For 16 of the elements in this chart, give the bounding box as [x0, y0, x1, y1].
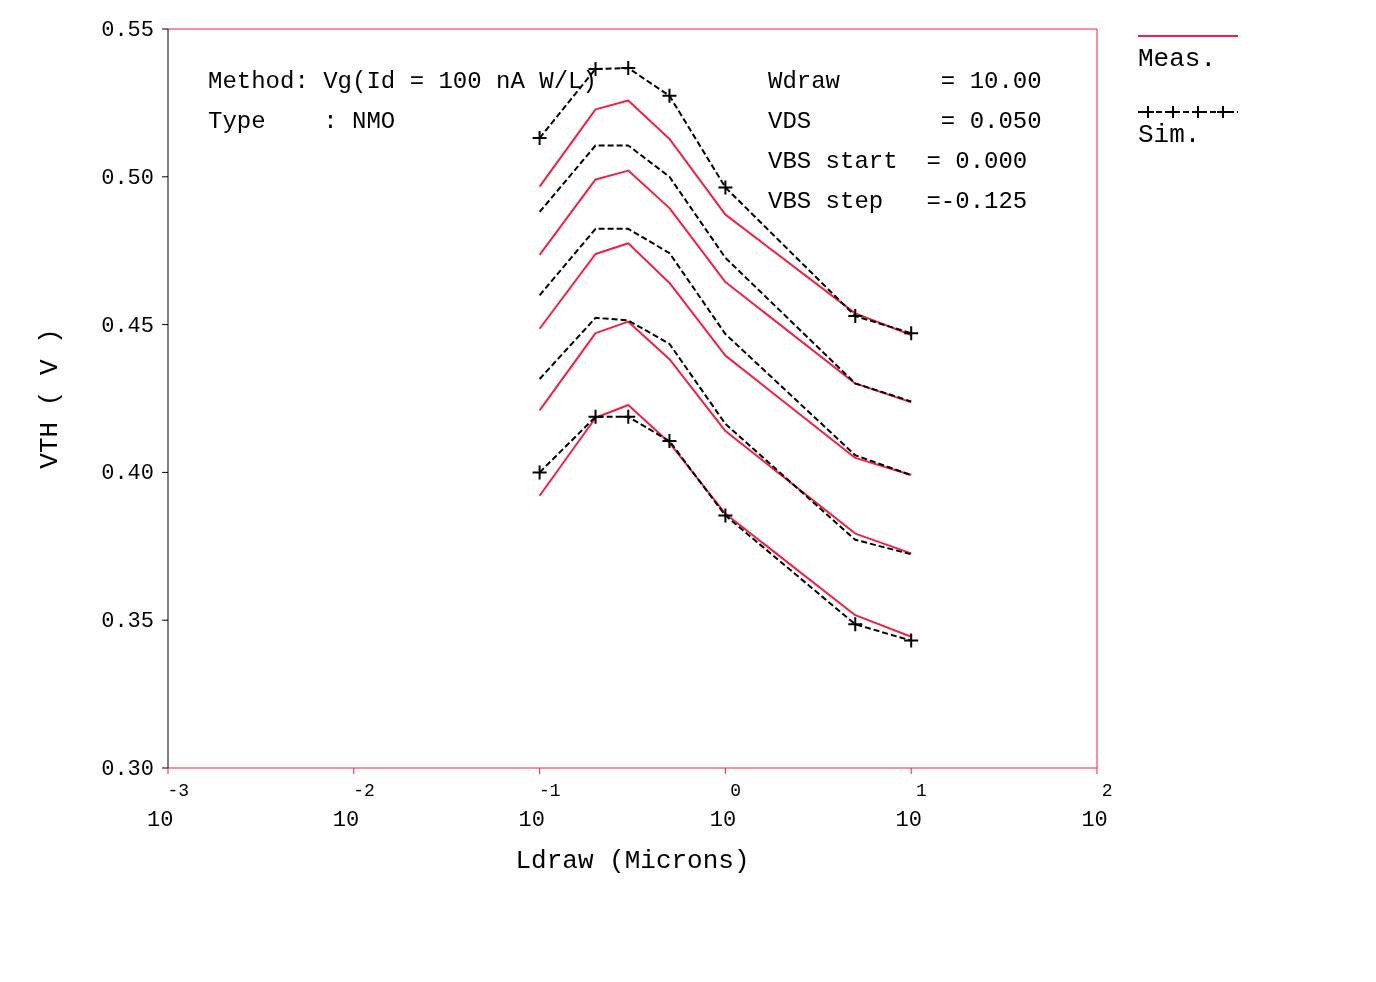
annotation: VBS start = 0.000 — [768, 148, 1028, 175]
y-tick-label: 0.55 — [101, 18, 154, 43]
annotation: Method: Vg(Id = 100 nA W/L) — [208, 68, 597, 95]
y-tick-label: 0.45 — [101, 313, 154, 339]
x-axis-title: Ldraw (Microns) — [515, 846, 750, 876]
annotation: Type : NMO — [208, 108, 396, 135]
legend-label: Meas. — [1138, 44, 1217, 74]
legend-label: Sim. — [1138, 120, 1202, 150]
y-tick-label: 0.40 — [101, 461, 154, 487]
annotation: Wdraw = 10.00 — [768, 68, 1042, 95]
annotation: VBS step =-0.125 — [768, 188, 1028, 215]
annotation: VDS = 0.050 — [768, 108, 1042, 135]
y-tick-label: 0.35 — [101, 609, 154, 635]
y-tick-label: 0.30 — [101, 757, 154, 782]
y-axis-title: VTH ( V ) — [35, 328, 66, 469]
y-tick-label: 0.50 — [101, 165, 154, 191]
